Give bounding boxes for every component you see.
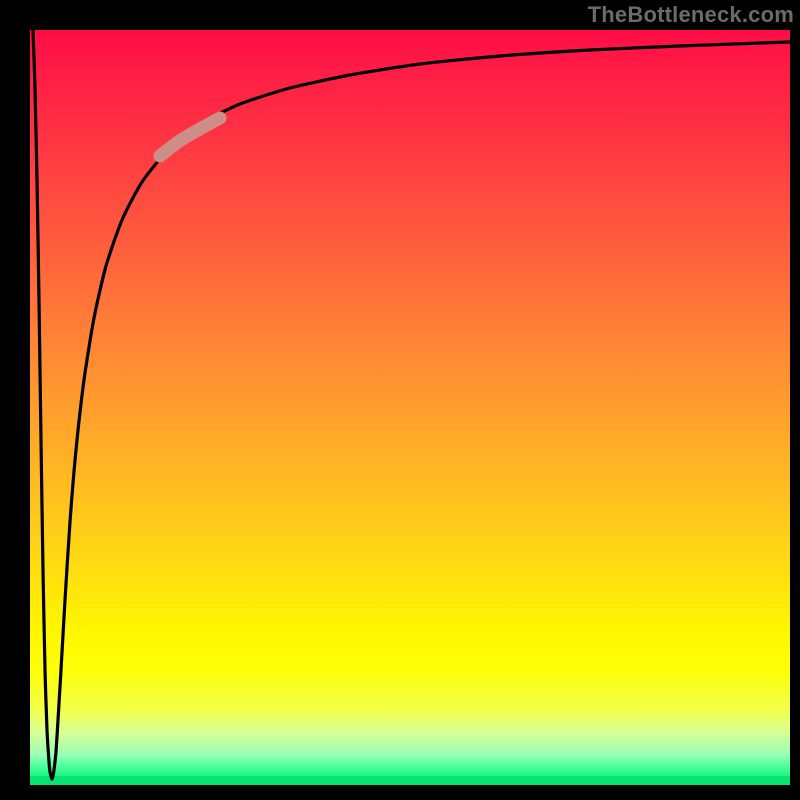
chart-root: TheBottleneck.com [0, 0, 800, 800]
plot-background [30, 30, 790, 785]
watermark-text: TheBottleneck.com [588, 2, 794, 28]
chart-svg [0, 0, 800, 800]
green-bottom-strip [30, 776, 790, 785]
